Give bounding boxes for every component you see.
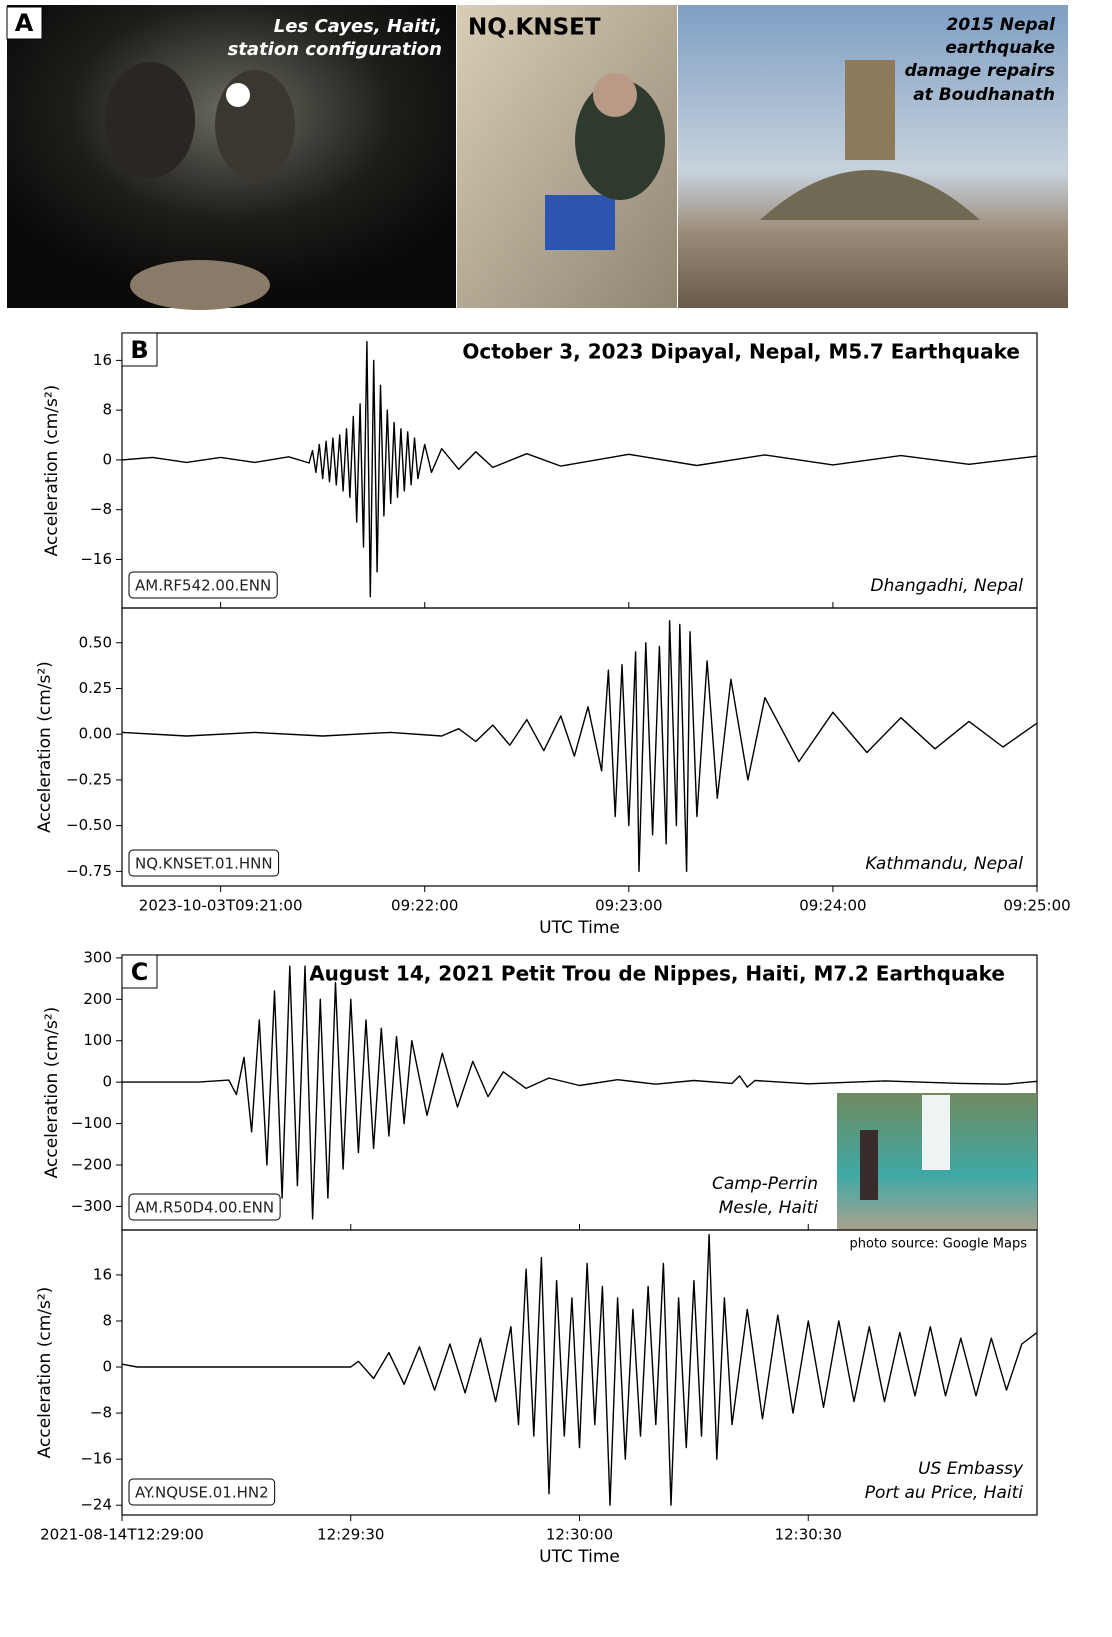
photo-credit: photo source: Google Maps bbox=[850, 1237, 1028, 1252]
x-tick-label: 2021-08-14T12:29:00 bbox=[40, 1526, 204, 1544]
y-tick-label: −0.50 bbox=[66, 816, 112, 834]
photo-caption: station configuration bbox=[228, 39, 442, 60]
station-label: NQ.KNSET.01.HNN bbox=[135, 855, 273, 873]
waveform bbox=[122, 342, 1037, 597]
panel-label: A bbox=[15, 9, 34, 37]
photo-detail bbox=[130, 260, 270, 310]
plot-frame bbox=[122, 1230, 1037, 1515]
y-axis-label: Acceleration (cm/s²) bbox=[42, 1007, 62, 1179]
location-label: Kathmandu, Nepal bbox=[865, 854, 1023, 874]
y-tick-label: −100 bbox=[71, 1114, 112, 1132]
chart: −16 −8 0 8 16 Acceleration (cm/s²) October 3, … bbox=[42, 333, 1037, 608]
location-label: Dhangadhi, Nepal bbox=[871, 576, 1024, 596]
y-tick-label: −8 bbox=[90, 1404, 112, 1422]
y-tick-label: −16 bbox=[80, 1450, 112, 1468]
station-label: AM.RF542.00.ENN bbox=[135, 577, 271, 595]
plot-frame bbox=[122, 608, 1037, 886]
waveform bbox=[122, 1235, 1037, 1506]
photo-caption: NQ.KNSET bbox=[468, 15, 601, 41]
y-tick-label: 200 bbox=[83, 990, 112, 1008]
y-tick-label: 0.25 bbox=[79, 679, 112, 697]
chart-title: October 3, 2023 Dipayal, Nepal, M5.7 Ear… bbox=[462, 340, 1020, 364]
y-tick-label: −8 bbox=[90, 500, 112, 518]
y-tick-label: 16 bbox=[93, 1265, 112, 1283]
photo-detail bbox=[105, 62, 195, 178]
x-tick-label: 2023-10-03T09:21:00 bbox=[139, 897, 303, 915]
y-tick-label: 16 bbox=[93, 351, 112, 369]
photo-detail bbox=[922, 1095, 950, 1170]
photo-detail bbox=[845, 60, 895, 160]
photo-detail bbox=[226, 83, 250, 107]
y-tick-label: 8 bbox=[102, 1311, 112, 1329]
panel-a: A Les Cayes, Haiti, station configuratio… bbox=[7, 5, 1068, 310]
y-tick-label: −200 bbox=[71, 1155, 112, 1173]
y-tick-label: 300 bbox=[83, 948, 112, 966]
chart-title: August 14, 2021 Petit Trou de Nippes, Ha… bbox=[309, 962, 1005, 986]
x-tick-label: 12:30:00 bbox=[546, 1526, 613, 1544]
plot-frame bbox=[122, 333, 1037, 608]
photo-caption: damage repairs bbox=[905, 61, 1055, 81]
y-tick-label: −0.75 bbox=[66, 862, 112, 880]
y-tick-label: −24 bbox=[80, 1496, 112, 1514]
x-axis-label: UTC Time bbox=[539, 918, 620, 938]
photo-detail bbox=[545, 195, 615, 250]
y-axis-label: Acceleration (cm/s²) bbox=[35, 1287, 55, 1459]
y-tick-label: 0.50 bbox=[79, 633, 112, 651]
station-label: AY.NQUSE.01.HN2 bbox=[135, 1484, 269, 1502]
location-label: US Embassy bbox=[918, 1459, 1024, 1479]
y-axis-label: Acceleration (cm/s²) bbox=[35, 661, 55, 833]
y-tick-label: −0.25 bbox=[66, 770, 112, 788]
location-label: Mesle, Haiti bbox=[719, 1198, 819, 1218]
y-tick-label: 0 bbox=[102, 450, 112, 468]
y-tick-label: 0 bbox=[102, 1358, 112, 1376]
photo-detail bbox=[860, 1130, 878, 1200]
photo-detail bbox=[593, 73, 637, 117]
figure: A Les Cayes, Haiti, station configuratio… bbox=[0, 0, 1112, 1633]
photo-caption: 2015 Nepal bbox=[947, 15, 1057, 35]
inset-photo bbox=[837, 1093, 1037, 1230]
panel-label: B bbox=[130, 336, 148, 364]
y-tick-label: −300 bbox=[71, 1197, 112, 1215]
photo-caption: at Boudhanath bbox=[913, 85, 1055, 105]
chart: −0.75 −0.50 −0.25 0.00 0.25 0.50 2023-10-03T09… bbox=[35, 602, 1071, 938]
photo-detail bbox=[215, 70, 295, 180]
photo-caption: earthquake bbox=[945, 38, 1055, 58]
y-axis-label: Acceleration (cm/s²) bbox=[42, 385, 62, 557]
x-tick-label: 09:24:00 bbox=[799, 897, 866, 915]
y-tick-label: 8 bbox=[102, 401, 112, 419]
photo-caption: Les Cayes, Haiti, bbox=[274, 16, 442, 37]
x-tick-label: 09:25:00 bbox=[1003, 897, 1070, 915]
x-tick-label: 12:29:30 bbox=[317, 1526, 384, 1544]
panel-label: C bbox=[131, 958, 149, 986]
y-tick-label: −16 bbox=[80, 550, 112, 568]
station-label: AM.R50D4.00.ENN bbox=[135, 1199, 274, 1217]
x-tick-label: 09:22:00 bbox=[391, 897, 458, 915]
x-tick-label: 09:23:00 bbox=[595, 897, 662, 915]
y-tick-label: 0 bbox=[102, 1073, 112, 1091]
x-axis-label: UTC Time bbox=[539, 1547, 620, 1567]
y-tick-label: 100 bbox=[83, 1031, 112, 1049]
waveform bbox=[122, 621, 1037, 872]
chart: −24 −16 −8 0 8 16 2021-08-14T12:29:00 12:29:30 1… bbox=[35, 1224, 1037, 1567]
x-tick-label: 12:30:30 bbox=[775, 1526, 842, 1544]
y-tick-label: 0.00 bbox=[79, 725, 112, 743]
location-label: Port au Price, Haiti bbox=[865, 1483, 1023, 1503]
location-label: Camp-Perrin bbox=[712, 1174, 818, 1194]
